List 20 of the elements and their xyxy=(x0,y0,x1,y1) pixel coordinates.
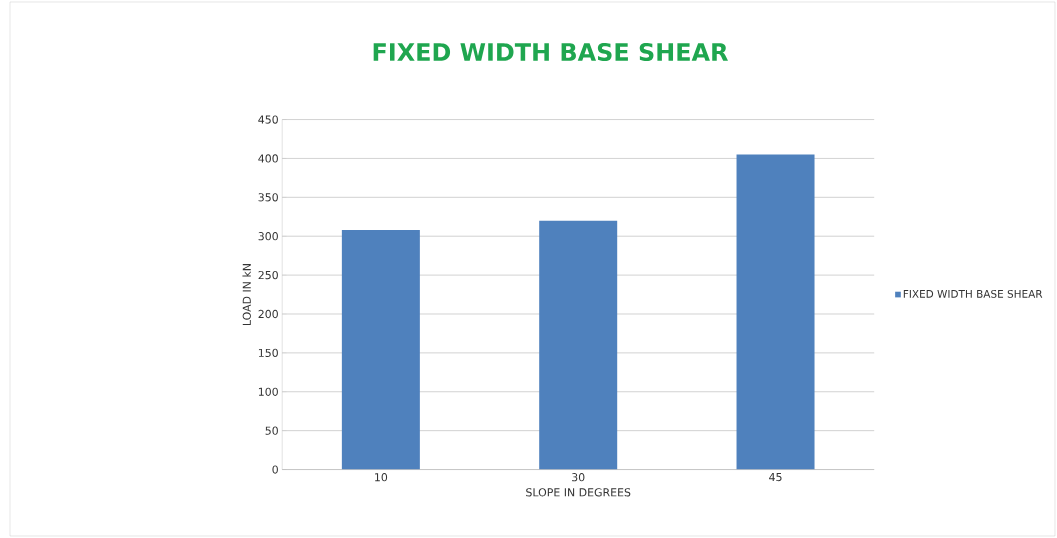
x-axis-title: SLOPE IN DEGREES xyxy=(526,488,631,497)
y-tick-label: 450 xyxy=(258,115,278,124)
y-axis-title: LOAD IN kN xyxy=(242,264,251,325)
y-tick-label: 350 xyxy=(258,193,278,202)
x-tick-label: 45 xyxy=(769,473,782,482)
bar xyxy=(539,220,618,470)
y-tick-label: 200 xyxy=(258,309,278,319)
x-tick-label: 30 xyxy=(572,473,585,482)
y-tick-label: 250 xyxy=(258,270,278,280)
legend-label: FIXED WIDTH BASE SHEAR xyxy=(903,289,1043,298)
bar xyxy=(736,154,815,470)
y-tick-label: 300 xyxy=(258,232,278,241)
bar xyxy=(341,229,420,470)
y-tick-label: 0 xyxy=(272,465,278,474)
y-tick-label: 50 xyxy=(265,426,278,435)
y-tick-label: 150 xyxy=(258,348,278,358)
y-tick-label: 400 xyxy=(258,154,278,163)
chart-title: FIXED WIDTH BASE SHEAR xyxy=(373,42,728,62)
y-tick-label: 100 xyxy=(258,387,278,396)
x-tick-label: 10 xyxy=(375,473,388,482)
